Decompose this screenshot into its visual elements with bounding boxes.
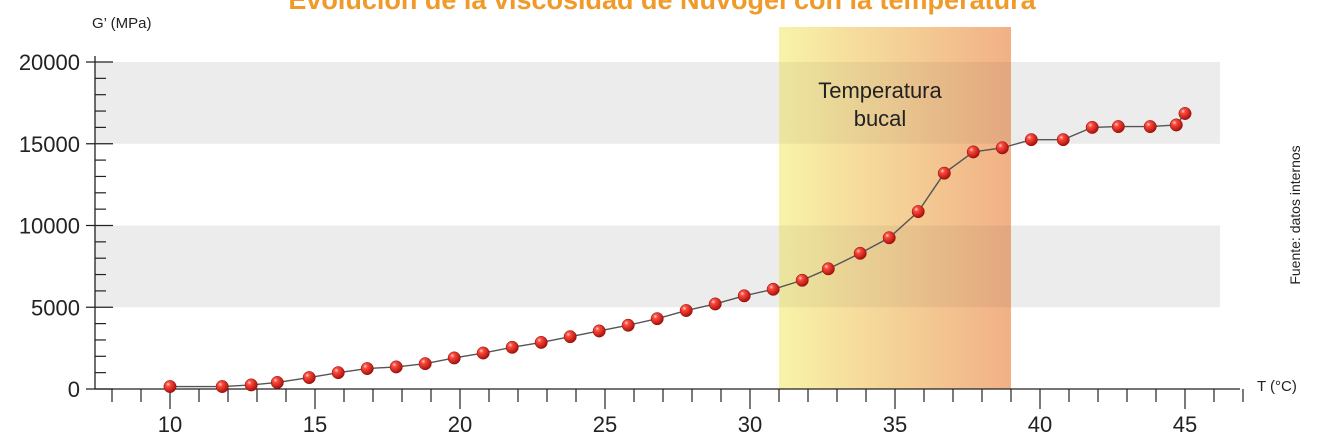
data-point xyxy=(163,380,177,393)
data-point xyxy=(418,357,432,371)
data-point xyxy=(270,376,284,389)
grid-bands xyxy=(95,62,1220,308)
source-note: Fuente: datos internos xyxy=(1287,145,1303,284)
data-point xyxy=(1178,107,1192,120)
data-point xyxy=(302,371,316,385)
data-point xyxy=(563,330,577,344)
data-point xyxy=(1056,133,1070,147)
x-tick-label: 15 xyxy=(303,412,327,437)
x-axis-label: T (°C) xyxy=(1257,378,1297,395)
data-point xyxy=(650,312,664,326)
data-point xyxy=(1143,120,1157,134)
highlight-label-line2: bucal xyxy=(854,106,907,131)
data-point xyxy=(360,362,374,376)
data-point xyxy=(766,282,780,296)
data-point xyxy=(737,289,751,303)
data-point xyxy=(534,335,548,349)
data-point xyxy=(447,351,461,365)
data-point xyxy=(505,340,519,354)
x-tick-label: 40 xyxy=(1028,412,1052,437)
highlight-overlay-upper xyxy=(779,62,1011,144)
highlight-band-rect xyxy=(779,27,1011,389)
data-point xyxy=(882,231,896,245)
data-point xyxy=(1111,120,1125,134)
highlight-band xyxy=(779,27,1011,389)
x-tick-label: 25 xyxy=(593,412,617,437)
data-point xyxy=(621,318,635,332)
data-point xyxy=(708,297,722,311)
y-tick-label: 0 xyxy=(68,377,80,402)
data-point xyxy=(821,262,835,276)
y-tick-label: 15000 xyxy=(19,132,80,157)
axes: 0 5000 10000 15000 20000 10 15 20 25 30 35 40 45 xyxy=(19,50,1244,437)
data-point xyxy=(1085,120,1099,134)
data-point xyxy=(679,304,693,317)
x-tick-label: 20 xyxy=(448,412,472,437)
y-axis-label: G’ (MPa) xyxy=(92,15,151,32)
data-point xyxy=(1024,133,1038,147)
data-point xyxy=(592,324,606,338)
data-point xyxy=(966,145,980,159)
x-tick-label: 10 xyxy=(158,412,182,437)
y-tick-label: 10000 xyxy=(19,214,80,239)
data-series xyxy=(163,107,1192,393)
data-point xyxy=(215,380,229,393)
data-point xyxy=(995,141,1009,155)
data-point xyxy=(911,205,925,219)
data-point xyxy=(331,366,345,380)
data-point xyxy=(389,360,403,374)
x-tick-label: 30 xyxy=(738,412,762,437)
y-tick-label: 5000 xyxy=(31,295,80,320)
data-point xyxy=(795,273,809,287)
x-tick-label: 35 xyxy=(883,412,907,437)
data-point xyxy=(476,346,490,360)
grid-band-0 xyxy=(95,225,1220,308)
chart-title: Evolución de la viscosidad de Nuvogel co… xyxy=(288,0,1036,15)
data-point xyxy=(244,378,258,392)
grid-band-1 xyxy=(95,62,1220,144)
data-point xyxy=(853,246,867,260)
highlight-label-line1: Temperatura xyxy=(818,78,942,103)
data-point xyxy=(937,166,951,180)
y-tick-label: 20000 xyxy=(19,50,80,75)
data-point xyxy=(1169,118,1183,132)
x-tick-label: 45 xyxy=(1173,412,1197,437)
